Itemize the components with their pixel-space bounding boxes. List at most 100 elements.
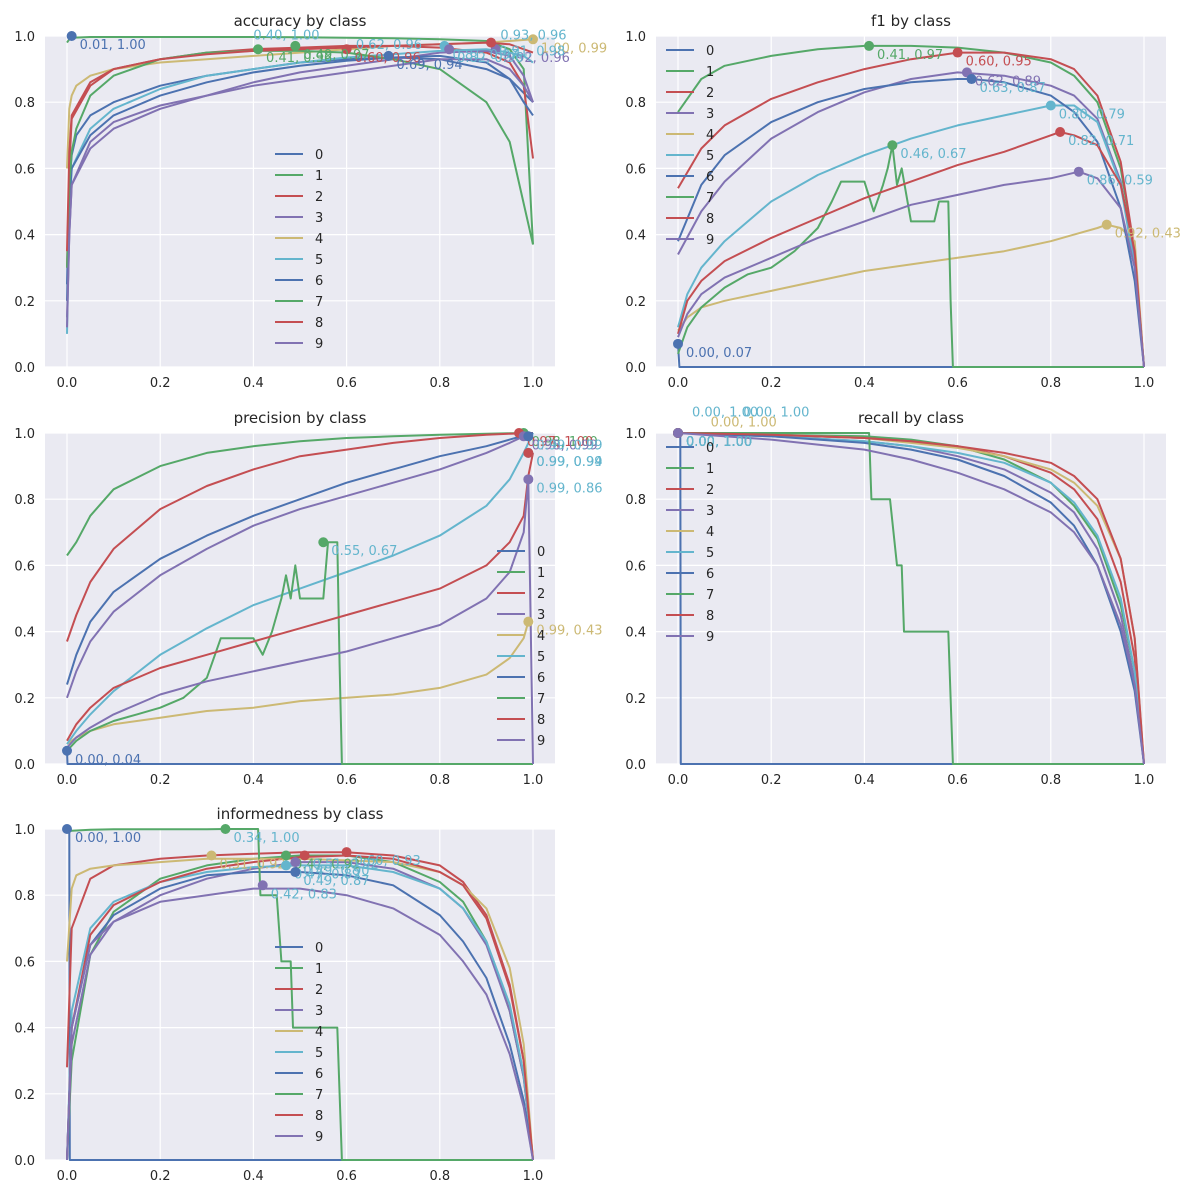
marker-label-5: 0.81, 0.97 (452, 48, 518, 63)
marker-label-3: 0.49, 0.90 (303, 864, 369, 879)
marker-label-5: 0.99, 0.94 (536, 455, 602, 470)
marker-point-8 (1055, 126, 1066, 137)
y-tick-label: 0.6 (625, 162, 646, 177)
plot-area (45, 36, 555, 367)
legend-label-7: 7 (315, 1088, 323, 1103)
chart-title: recall by class (858, 409, 964, 427)
series-line-6 (677, 78, 1145, 368)
marker-label-8: 0.00, 1.00 (686, 435, 752, 450)
y-tick-label: 0.6 (14, 162, 35, 177)
marker-label-2: 0.97, 1.00 (527, 435, 593, 450)
marker-label-4: 0.92, 0.43 (1115, 227, 1181, 242)
marker-point-0 (66, 31, 77, 41)
marker-label-0: 0.00, 0.04 (75, 753, 141, 768)
series-line-8 (677, 432, 1145, 765)
legend-label-0: 0 (537, 545, 545, 560)
series-line-9 (66, 887, 534, 1161)
annotation-label: 0.93, 0.96 (500, 28, 566, 43)
marker-label-3: 0.92, 0.96 (504, 51, 570, 66)
legend-label-0: 0 (706, 441, 714, 456)
series-line-5 (677, 104, 1145, 368)
legend-label-9: 9 (315, 1130, 323, 1145)
marker-label-8: 0.91, 0.98 (499, 45, 565, 60)
legend-label-9: 9 (537, 734, 545, 749)
x-tick-label: 0.0 (57, 376, 78, 391)
x-tick-label: 0.6 (336, 1169, 357, 1184)
y-tick-label: 0.2 (14, 1088, 35, 1103)
marker-label-0: 0.01, 1.00 (80, 38, 146, 53)
x-tick-label: 1.0 (523, 773, 544, 788)
legend-label-8: 8 (315, 316, 323, 331)
series-line-5 (677, 432, 1145, 765)
marker-label-0: 0.00, 0.07 (686, 346, 752, 361)
y-tick-label: 1.0 (625, 30, 646, 45)
x-tick-label: 1.0 (1134, 376, 1155, 391)
chart-title: precision by class (234, 409, 367, 427)
marker-point-7 (220, 824, 231, 834)
legend-label-1: 1 (315, 962, 323, 977)
marker-label-8: 0.99, 0.99 (536, 455, 602, 470)
marker-point-1 (281, 850, 292, 861)
legend-label-0: 0 (706, 44, 714, 59)
marker-label-2: 0.00, 1.00 (686, 435, 752, 450)
series-line-7 (66, 828, 533, 1161)
y-tick-label: 0.8 (625, 96, 646, 111)
series-line-2 (66, 432, 534, 642)
x-tick-label: 0.0 (57, 1169, 78, 1184)
annotation-label: 0.40, 1.00 (253, 28, 319, 43)
series-line-6 (66, 432, 534, 685)
annotation-label: 0.00, 1.00 (743, 405, 809, 420)
marker-label-4: 0.31, 0.92 (219, 857, 285, 872)
y-tick-label: 0.6 (14, 955, 35, 970)
legend-label-2: 2 (706, 86, 714, 101)
series-line-8 (66, 854, 534, 1161)
marker-label-2: 0.60, 0.93 (355, 854, 421, 869)
x-tick-label: 0.4 (854, 773, 875, 788)
legend: 0 1 2 3 4 5 6 7 8 9 (275, 148, 323, 352)
annotation-label: 0.00, 1.00 (692, 405, 758, 420)
marker-point-4 (1101, 219, 1112, 230)
y-tick-label: 0.4 (14, 1022, 35, 1037)
marker-label-9: 0.42, 0.83 (271, 887, 337, 902)
marker-label-7: 0.34, 1.00 (233, 831, 299, 846)
marker-label-7: 0.49, 0.97 (303, 48, 369, 63)
y-tick-label: 0.4 (14, 626, 35, 641)
chart-title: f1 by class (871, 12, 951, 30)
legend-label-8: 8 (315, 1109, 323, 1124)
annotation-label: 0.00, 1.00 (711, 415, 777, 430)
legend-label-1: 1 (706, 65, 714, 80)
marker-label-5: 0.00, 1.00 (686, 435, 752, 450)
legend-label-4: 4 (315, 1025, 323, 1040)
legend-label-9: 9 (315, 337, 323, 352)
series-line-9 (677, 170, 1145, 368)
marker-label-5: 0.47, 0.89 (294, 867, 360, 882)
marker-label-1: 0.47, 0.92 (294, 857, 360, 872)
x-tick-label: 0.4 (854, 376, 875, 391)
plot-area (45, 829, 555, 1160)
marker-point-8 (299, 850, 310, 861)
marker-point-1 (864, 40, 875, 51)
x-tick-label: 0.2 (761, 773, 782, 788)
legend-label-4: 4 (706, 525, 714, 540)
x-tick-label: 0.4 (243, 773, 264, 788)
series-line-9 (66, 478, 534, 765)
marker-label-0: 0.00, 1.00 (686, 435, 752, 450)
marker-point-9 (523, 474, 534, 485)
y-tick-label: 0.8 (625, 493, 646, 508)
legend-label-0: 0 (315, 941, 323, 956)
series-line-2 (66, 44, 534, 268)
marker-label-3: 0.00, 1.00 (686, 435, 752, 450)
series-line-3 (66, 432, 534, 699)
marker-point-9 (257, 880, 268, 891)
chart-panel-0: 0.0 0.2 0.4 0.6 0.8 1.0 0.0 0.2 0.4 0.6 0.8 1.0 accu… (14, 12, 607, 391)
y-tick-label: 0.2 (14, 295, 35, 310)
legend-label-5: 5 (706, 149, 714, 164)
series-line-9 (66, 58, 534, 328)
marker-point-8 (523, 447, 534, 458)
legend-label-6: 6 (706, 567, 714, 582)
marker-label-4: 0.99, 0.43 (536, 624, 602, 639)
marker-point-0 (62, 745, 72, 756)
plot-area (656, 36, 1166, 367)
marker-label-6: 0.63, 0.87 (980, 81, 1046, 96)
